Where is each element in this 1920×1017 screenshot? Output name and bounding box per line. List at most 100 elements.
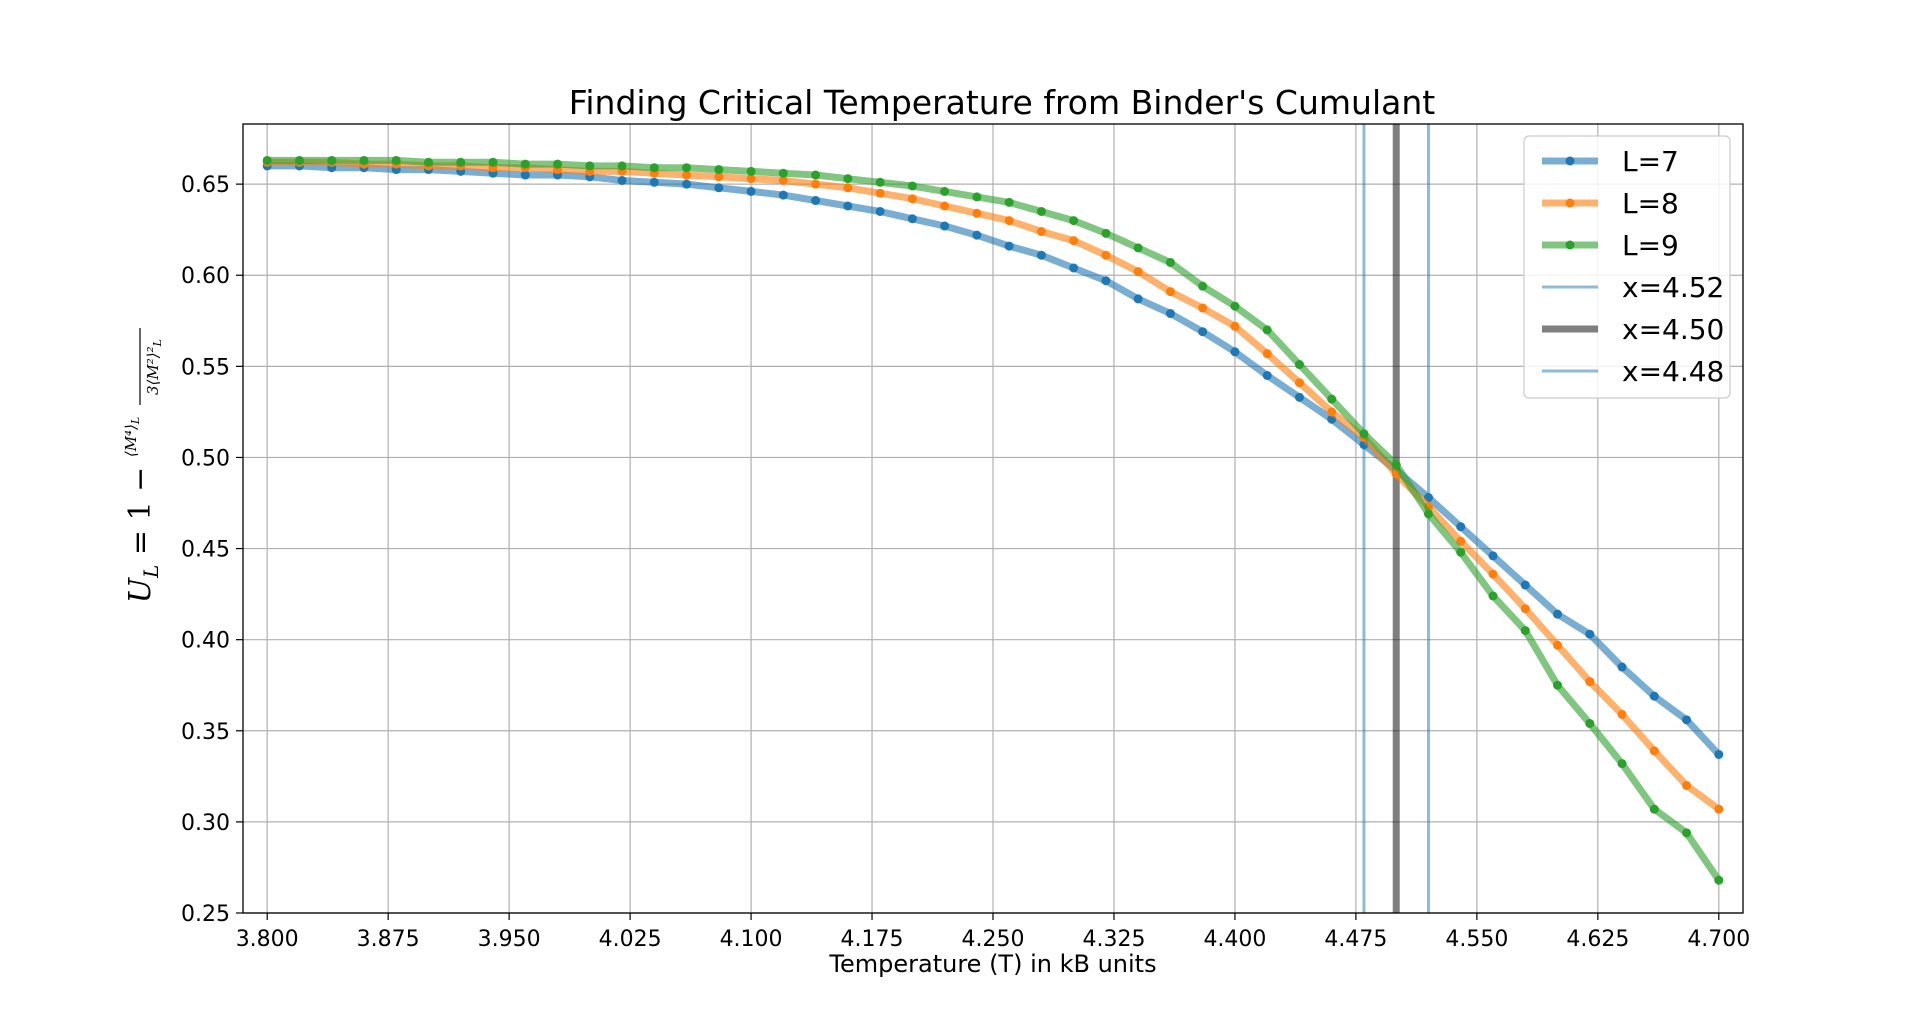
y-tick-label: 0.55 [181,355,230,380]
data-point [1004,197,1014,207]
x-tick-label: 4.250 [962,927,1025,952]
legend-items: L=7 L=8 L=9 x=4.52 x=4.50 x=4.48 [1542,145,1724,388]
data-point [843,201,853,211]
data-point [1553,680,1563,690]
data-point [1198,281,1208,291]
data-point [1262,325,1272,335]
data-point [391,155,401,165]
data-point [875,177,885,187]
data-point [1036,250,1046,260]
data-point [1520,604,1530,614]
legend-label: x=4.50 [1622,313,1724,346]
y-axis-ticks: 0.25 0.30 0.35 0.40 0.45 0.50 0.55 0.60 0.65 [181,173,243,927]
data-point [327,155,337,165]
data-point [1682,715,1692,725]
x-tick-label: 4.100 [720,927,783,952]
y-tick-label: 0.35 [181,720,230,745]
data-point [714,172,724,182]
chart-title: Finding Critical Temperature from Binder… [569,83,1435,122]
data-point [1714,749,1724,759]
data-point [811,196,821,206]
y-label-eq: = 1 − [123,457,158,565]
data-point [1004,216,1014,226]
y-tick-label: 0.30 [181,811,230,836]
legend: L=7 L=8 L=9 x=4.52 x=4.50 x=4.48 [1523,135,1731,399]
data-point [1294,392,1304,402]
data-point [1456,536,1466,546]
data-point [972,192,982,202]
legend-entry: x=4.50 [1542,313,1724,346]
data-point [1069,216,1079,226]
series-layer [262,155,1724,885]
data-point [682,163,692,173]
y-label-u-sub: L [139,565,163,579]
data-point [520,159,530,169]
x-tick-label: 4.325 [1082,927,1145,952]
legend-entry: L=8 [1542,187,1679,220]
data-point [1198,303,1208,313]
y-label-num: ⟨M⁴⟩ [122,424,140,457]
data-point [520,170,530,180]
data-point [940,186,950,196]
data-point [811,179,821,189]
data-point [1649,746,1659,756]
y-tick-label: 0.65 [181,173,230,198]
data-point [1488,569,1498,579]
data-point [1617,759,1627,769]
data-point [940,221,950,231]
series-line [263,158,1723,813]
data-point [1198,327,1208,337]
data-point [746,186,756,196]
data-point [553,159,563,169]
data-point [1230,347,1240,357]
data-point [1585,629,1595,639]
data-point [1456,547,1466,557]
data-point [1294,360,1304,370]
y-label-den: 3⟨M²⟩²L [144,339,164,395]
data-point [1423,509,1433,519]
legend-label: x=4.48 [1622,355,1724,388]
data-point [1553,609,1563,619]
x-tick-label: 4.625 [1566,927,1629,952]
y-tick-label: 0.45 [181,538,230,563]
data-point [617,175,627,185]
data-point [907,194,917,204]
x-axis-label: Temperature (T) in kB units [828,950,1156,978]
y-tick-label: 0.60 [181,264,230,289]
legend-label: L=8 [1622,187,1679,220]
data-point [1069,236,1079,246]
data-point [1520,580,1530,590]
legend-label: L=7 [1622,145,1679,178]
series-line [263,162,1723,758]
data-point [1230,321,1240,331]
data-point [1036,227,1046,237]
x-tick-label: 4.700 [1687,927,1750,952]
data-point [1682,780,1692,790]
x-tick-label: 4.400 [1203,927,1266,952]
data-point [714,183,724,193]
data-point [1004,241,1014,251]
data-point [649,177,659,187]
data-point [1714,804,1724,814]
data-point [778,190,788,200]
data-point [875,206,885,216]
data-point [262,155,272,165]
data-point [456,157,466,167]
data-point [488,157,498,167]
x-axis-ticks: 3.800 3.875 3.950 4.025 4.100 4.175 4.250 4.325… [236,913,1750,952]
data-point [1359,429,1369,439]
legend-entry: x=4.52 [1542,271,1724,304]
data-point [1327,394,1337,404]
data-point [1165,309,1175,319]
data-point [1165,287,1175,297]
x-tick-label: 3.800 [236,927,299,952]
data-point [423,157,433,167]
data-point [1488,551,1498,561]
x-tick-label: 4.550 [1445,927,1508,952]
x-tick-label: 3.950 [478,927,541,952]
data-point [940,201,950,211]
data-point [1520,626,1530,636]
data-point [1327,407,1337,417]
